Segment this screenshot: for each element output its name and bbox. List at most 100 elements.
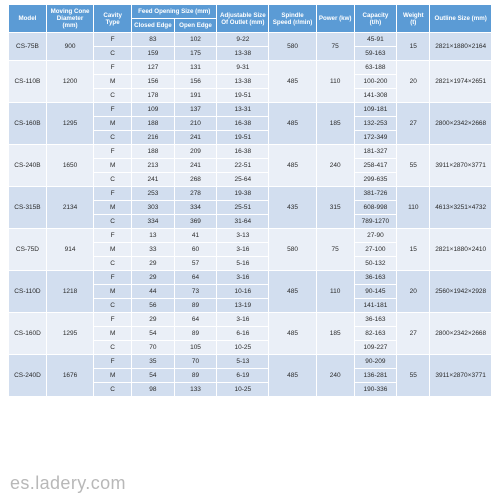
cell-capacity: 141-181: [354, 299, 397, 313]
cell-capacity: 258-417: [354, 159, 397, 173]
cell-outlet: 25-64: [217, 173, 269, 187]
cell-capacity: 789-1270: [354, 215, 397, 229]
cell-cavity: M: [94, 159, 132, 173]
col-outline: Outline Size (mm): [430, 5, 492, 33]
cell-outline: 2821×1880×2164: [430, 33, 492, 61]
cell-closed: 178: [132, 89, 175, 103]
cell-closed: 303: [132, 201, 175, 215]
cell-outline: 2560×1942×2928: [430, 271, 492, 313]
cell-capacity: 299-635: [354, 173, 397, 187]
cell-outlet: 9-22: [217, 33, 269, 47]
cell-open: 209: [174, 145, 217, 159]
cell-model: CS-315B: [9, 187, 47, 229]
cell-outlet: 19-38: [217, 187, 269, 201]
cell-open: 241: [174, 131, 217, 145]
cell-cone: 914: [46, 229, 93, 271]
cell-closed: 83: [132, 33, 175, 47]
cell-capacity: 608-998: [354, 201, 397, 215]
col-cavity: Cavity Type: [94, 5, 132, 33]
col-cone-dia: Moving Cone Diameter (mm): [46, 5, 93, 33]
cell-capacity: 109-181: [354, 103, 397, 117]
cell-capacity: 50-132: [354, 257, 397, 271]
cell-open: 175: [174, 47, 217, 61]
cell-closed: 35: [132, 355, 175, 369]
cell-capacity: 59-163: [354, 47, 397, 61]
cell-cavity: M: [94, 285, 132, 299]
cell-cavity: F: [94, 355, 132, 369]
cell-cavity: C: [94, 341, 132, 355]
cell-model: CS-240D: [9, 355, 47, 397]
cell-cavity: C: [94, 47, 132, 61]
cell-cavity: C: [94, 89, 132, 103]
cell-model: CS-75B: [9, 33, 47, 61]
col-weight: Weight (t): [397, 5, 430, 33]
cell-outlet: 19-51: [217, 131, 269, 145]
cell-outline: 2800×2342×2668: [430, 103, 492, 145]
cell-outlet: 10-25: [217, 383, 269, 397]
cell-capacity: 381-726: [354, 187, 397, 201]
cell-outlet: 13-31: [217, 103, 269, 117]
cell-open: 334: [174, 201, 217, 215]
cell-open: 64: [174, 313, 217, 327]
table-row: CS-160D1295F29643-1648518536-163272800×2…: [9, 313, 492, 327]
cell-outlet: 16-38: [217, 145, 269, 159]
table-row: CS-315B2134F25327819-38435315381-7261104…: [9, 187, 492, 201]
cell-closed: 253: [132, 187, 175, 201]
cell-closed: 70: [132, 341, 175, 355]
cell-closed: 44: [132, 285, 175, 299]
cell-capacity: 63-188: [354, 61, 397, 75]
cell-closed: 109: [132, 103, 175, 117]
table-header: Model Moving Cone Diameter (mm) Cavity T…: [9, 5, 492, 33]
cell-open: 73: [174, 285, 217, 299]
cell-open: 268: [174, 173, 217, 187]
cell-outline: 2821×1880×2410: [430, 229, 492, 271]
cell-outlet: 25-51: [217, 201, 269, 215]
cell-power: 185: [316, 103, 354, 145]
cell-closed: 98: [132, 383, 175, 397]
cell-outlet: 10-16: [217, 285, 269, 299]
cell-outlet: 3-16: [217, 243, 269, 257]
cell-outlet: 6-19: [217, 369, 269, 383]
cell-open: 70: [174, 355, 217, 369]
cell-weight: 55: [397, 355, 430, 397]
col-feed-group: Feed Opening Size (mm): [132, 5, 217, 19]
cell-model: CS-110B: [9, 61, 47, 103]
cell-power: 110: [316, 271, 354, 313]
cell-cavity: F: [94, 145, 132, 159]
spec-table: Model Moving Cone Diameter (mm) Cavity T…: [8, 4, 492, 397]
cell-open: 57: [174, 257, 217, 271]
col-power: Power (kw): [316, 5, 354, 33]
cell-closed: 13: [132, 229, 175, 243]
cell-power: 240: [316, 145, 354, 187]
cell-closed: 156: [132, 75, 175, 89]
cell-model: CS-75D: [9, 229, 47, 271]
cell-cavity: M: [94, 243, 132, 257]
cell-outlet: 16-38: [217, 117, 269, 131]
cell-capacity: 100-200: [354, 75, 397, 89]
col-feed-open: Open Edge: [174, 19, 217, 33]
cell-outlet: 13-19: [217, 299, 269, 313]
cell-cone: 1676: [46, 355, 93, 397]
cell-cavity: M: [94, 201, 132, 215]
cell-capacity: 36-163: [354, 271, 397, 285]
cell-capacity: 36-163: [354, 313, 397, 327]
cell-power: 75: [316, 33, 354, 61]
cell-closed: 216: [132, 131, 175, 145]
cell-cavity: C: [94, 383, 132, 397]
cell-open: 89: [174, 327, 217, 341]
cell-capacity: 136-281: [354, 369, 397, 383]
cell-weight: 110: [397, 187, 430, 229]
table-body: CS-75B900F831029-225807545-91152821×1880…: [9, 33, 492, 397]
cell-weight: 55: [397, 145, 430, 187]
cell-cone: 1650: [46, 145, 93, 187]
cell-outlet: 5-16: [217, 257, 269, 271]
cell-capacity: 141-308: [354, 89, 397, 103]
cell-open: 131: [174, 61, 217, 75]
cell-open: 105: [174, 341, 217, 355]
cell-spindle: 580: [269, 229, 316, 271]
cell-closed: 29: [132, 257, 175, 271]
cell-outlet: 3-16: [217, 313, 269, 327]
cell-weight: 15: [397, 33, 430, 61]
cell-outline: 4613×3251×4732: [430, 187, 492, 229]
cell-cone: 1295: [46, 313, 93, 355]
